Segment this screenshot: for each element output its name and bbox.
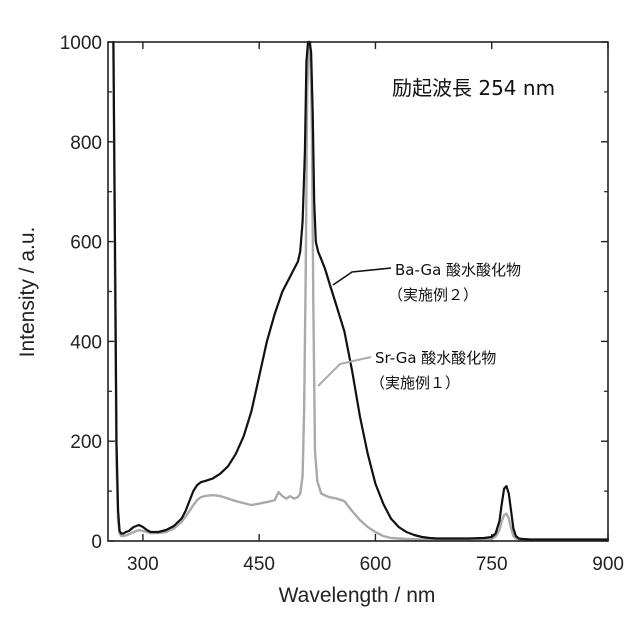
y-tick-label: 600 bbox=[70, 233, 102, 254]
series-line-ba-ga bbox=[113, 42, 608, 540]
y-tick-label: 1000 bbox=[60, 33, 102, 54]
x-tick-label: 750 bbox=[476, 554, 508, 575]
excitation-annotation: 励起波長 254 nm bbox=[392, 76, 555, 100]
x-axis-ticks: 300 450 600 750 900 bbox=[127, 42, 624, 575]
y-axis-ticks: 0 200 400 600 800 1000 bbox=[60, 33, 608, 553]
y-tick-label: 800 bbox=[70, 133, 102, 154]
x-tick-label: 300 bbox=[127, 554, 159, 575]
x-tick-label: 600 bbox=[360, 554, 392, 575]
x-axis-title: Wavelength / nm bbox=[279, 584, 436, 607]
series-layer bbox=[113, 42, 608, 540]
ba-ga-label: Ba-Ga 酸水酸化物 bbox=[395, 261, 521, 279]
sr-ga-leader-line bbox=[318, 357, 371, 386]
sr-ga-label: Sr-Ga 酸水酸化物 bbox=[375, 349, 496, 367]
ba-ga-example-label: （実施例２） bbox=[388, 286, 478, 304]
sr-ga-example-label: （実施例１） bbox=[370, 374, 460, 392]
y-tick-label: 200 bbox=[70, 432, 102, 453]
ba-ga-leader-line bbox=[333, 268, 391, 285]
x-tick-label: 450 bbox=[243, 554, 275, 575]
series-line-sr-ga bbox=[113, 42, 608, 540]
leader-lines bbox=[318, 268, 391, 386]
plot-frame bbox=[108, 42, 608, 541]
x-tick-label: 900 bbox=[592, 554, 624, 575]
y-axis-title: Intensity / a.u. bbox=[16, 227, 39, 358]
y-tick-label: 0 bbox=[91, 532, 102, 553]
y-tick-label: 400 bbox=[70, 332, 102, 353]
